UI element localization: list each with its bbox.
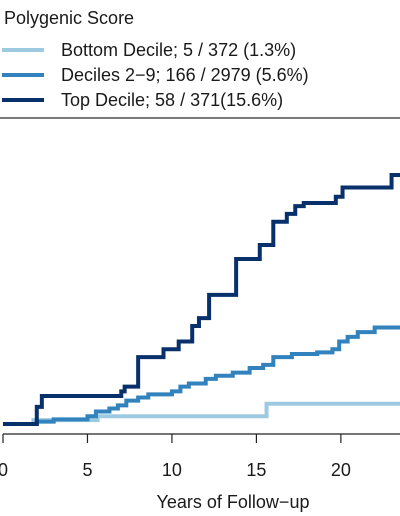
legend-label: Top Decile; 58 / 371(15.6%) <box>61 90 283 110</box>
legend-title: Polygenic Score <box>4 8 134 28</box>
series-layer <box>3 173 400 426</box>
legend: Bottom Decile; 5 / 372 (1.3%) Deciles 2−9… <box>2 40 309 110</box>
x-tick-label: 5 <box>82 460 92 480</box>
x-tick-label: 0 <box>0 460 8 480</box>
x-tick-label: 10 <box>162 460 182 480</box>
legend-label: Bottom Decile; 5 / 372 (1.3%) <box>61 40 296 60</box>
series-line-2 <box>3 173 400 426</box>
series-line-1 <box>3 325 400 426</box>
x-tick-label: 15 <box>246 460 266 480</box>
legend-label: Deciles 2−9; 166 / 2979 (5.6%) <box>61 65 309 85</box>
x-tick-label: 20 <box>331 460 351 480</box>
legend-box <box>0 0 400 119</box>
x-axis-label: Years of Follow−up <box>157 492 310 512</box>
x-axis: 0 5 10 15 20 <box>0 433 400 480</box>
